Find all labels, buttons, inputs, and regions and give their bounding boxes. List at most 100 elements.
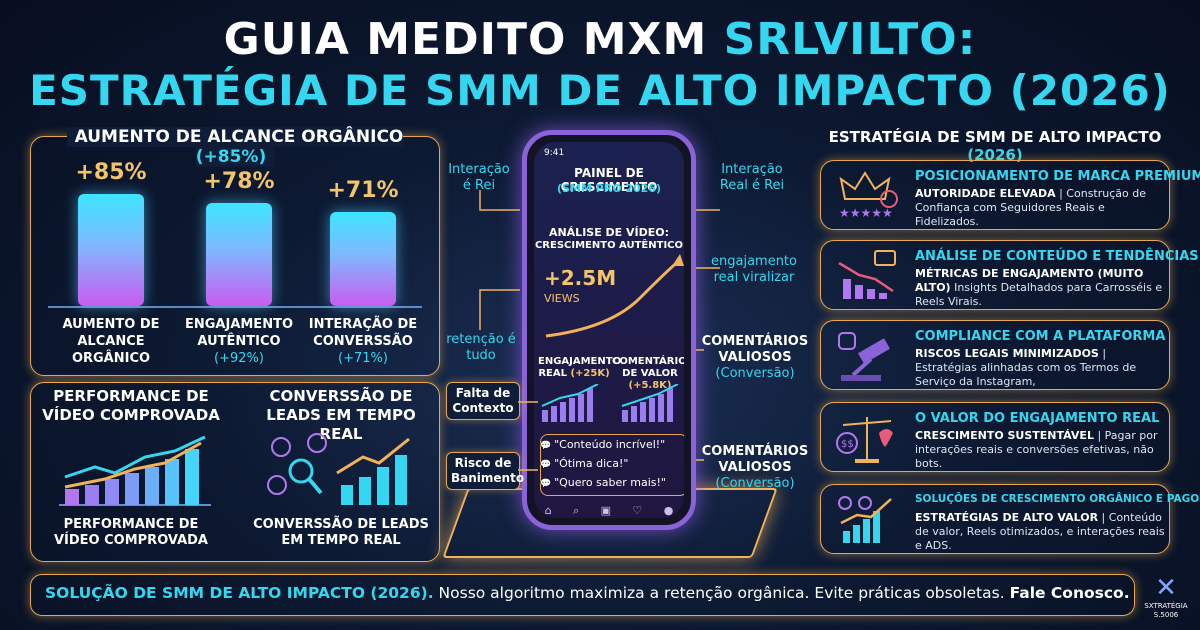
home-icon[interactable]: ⌂ [544, 504, 552, 517]
reach-bar-sub: (+71%) [338, 351, 388, 366]
right-column-heading: ESTRATÉGIA DE SMM DE ALTO IMPACTO (2026) [800, 128, 1190, 164]
phone-nav-bar: ⌂ ⌕ ▣ ♡ ● [534, 504, 684, 518]
annotation-comentarios-1: COMENTÁRIOS VALIOSOS (Conversão) [700, 334, 810, 382]
leads-network-icon [267, 433, 410, 505]
comment-item: 💬 "Conteúdo incrível!" [540, 438, 665, 451]
reach-bar-sub: (+92%) [214, 351, 264, 366]
title-accent-text: SRLVILTO: [723, 14, 977, 65]
reach-bar-label-text: INTERAÇÃO DE CONVERSSÃO [308, 317, 418, 349]
phone-section: ANÁLISE DE VÍDEO: [548, 226, 670, 239]
reach-bar-label-2: ENGAJAMENTO AUTÊNTICO (+92%) [174, 316, 304, 367]
card-title: ANÁLISE DE CONTEÚDO E TENDÊNCIAS [915, 249, 1199, 264]
metric2-label-text: COMENTÁRIOS DE VALOR [612, 356, 684, 379]
card-body-text: | Construção de Confiança com Seguidores… [915, 187, 1146, 228]
heart-icon[interactable]: ♡ [632, 504, 643, 517]
card-body: MÉTRICAS DE ENGAJAMENTO (MUITO ALTO) Ins… [915, 267, 1165, 309]
search-icon[interactable]: ⌕ [573, 504, 580, 517]
reach-bar-label-3: INTERAÇÃO DE CONVERSSÃO (+71%) [298, 316, 428, 367]
video-panel-footer: PERFORMANCE DE VÍDEO COMPROVADA [53, 517, 208, 548]
leads-panel-heading: CONVERSSÃO DE LEADS EM TEMPO REAL [266, 387, 416, 443]
comment-bubble-icon: 💬 [540, 479, 555, 489]
reach-panel-heading: AUMENTO DE ALCANCE ORGÂNICO (+85%) [31, 127, 439, 167]
phone-mockup: 9:41 PAINEL DE CRESCIMENTO (SMM PRO 2026… [522, 130, 696, 530]
metric1-value: (+25K) [570, 368, 610, 379]
strategy-card: COMPLIANCE COM A PLATAFORMA RISCOS LEGAIS… [820, 320, 1170, 390]
card-body-bold: RISCOS LEGAIS MINIMIZADOS [915, 347, 1099, 360]
trend-chart-icon [831, 249, 903, 303]
comentarios-2-title: COMENTÁRIOS VALIOSOS [701, 444, 809, 475]
reach-bar-label-1: AUMENTO DE ALCANCE ORGÂNICO [46, 316, 176, 367]
comment-text: "Conteúdo incrível!" [554, 438, 666, 451]
comment-item: 💬 "Ótima dica!" [540, 457, 628, 470]
reach-heading-text: AUMENTO DE ALCANCE ORGÂNICO [74, 127, 404, 147]
bar-baseline [48, 306, 422, 308]
reach-bar-2 [206, 203, 272, 306]
gavel-icon [831, 329, 903, 383]
footer-text: Nosso algoritmo maximiza a retenção orgâ… [433, 584, 1010, 602]
svg-text:★★★★★: ★★★★★ [839, 206, 893, 220]
card-body: CRESCIMENTO SUSTENTÁVEL | Pagar por inte… [915, 429, 1165, 471]
card-body-bold: ESTRATÉGIAS DE ALTO VALOR [915, 511, 1099, 524]
strategy-card: $$ O VALOR DO ENGAJAMENTO REAL CRESCIMENTO… [820, 402, 1170, 472]
reach-bar-label-text: ENGAJAMENTO AUTÊNTICO [184, 317, 293, 349]
phone-screen: 9:41 PAINEL DE CRESCIMENTO (SMM PRO 2026… [534, 142, 684, 518]
card-body-text: | Conteúdo de valor, Reels otimizados, e… [915, 511, 1165, 552]
card-body-bold: AUTORIDADE ELEVADA [915, 187, 1056, 200]
views-value: +2.5M [544, 266, 617, 290]
comentarios-1-title: COMENTÁRIOS VALIOSOS [701, 334, 809, 365]
page-title-line2: ESTRATÉGIA DE SMM DE ALTO IMPACTO (2026) [29, 66, 1171, 115]
annotation-falta-contexto: Falta de Contexto [446, 382, 520, 420]
video-panel-heading: PERFORMANCE DE VÍDEO COMPROVADA [42, 387, 220, 424]
card-title: O VALOR DO ENGAJAMENTO REAL [915, 411, 1160, 426]
phone-title: PAINEL DE CRESCIMENTO [560, 166, 658, 194]
metric2-value: (+5.8K) [628, 380, 672, 391]
profile-icon[interactable]: ● [663, 504, 674, 517]
brand-logo: ✕ SXTRATÉGIA S.5006 [1140, 574, 1192, 622]
comment-text: "Ótima dica!" [554, 457, 629, 470]
comment-bubble-icon: 💬 [540, 460, 555, 470]
reach-bar-value-2: +78% [203, 169, 275, 195]
strategy-card: ★★★★★ POSICIONAMENTO DE MARCA PREMIUM AUTO… [820, 160, 1200, 230]
reach-panel: AUMENTO DE ALCANCE ORGÂNICO (+85%) [30, 127, 440, 376]
scale-icon: $$ [831, 411, 903, 465]
metric-mini-bars [541, 384, 679, 422]
annotation-retencao: retenção é tudo [446, 332, 516, 363]
footer-banner: SOLUÇÃO DE SMM DE ALTO IMPACTO (2026). N… [30, 574, 1135, 616]
crown-stars-icon: ★★★★★ [831, 169, 903, 223]
right-heading-year: (2026) [967, 146, 1023, 164]
phone-time: 9:41 [544, 148, 565, 158]
reach-bar-label-text: AUMENTO DE ALCANCE ORGÂNICO [62, 317, 160, 366]
growth-people-icon [831, 493, 903, 547]
footer-accent: SOLUÇÃO DE SMM DE ALTO IMPACTO (2026). [45, 584, 434, 602]
annotation-interacao: Interação é Rei [448, 162, 510, 193]
phone-subtitle: (SMM PRO 2026) [556, 182, 662, 195]
metric2-label: COMENTÁRIOS DE VALOR (+5.8K) [612, 356, 684, 392]
page-title-line1: GUIA MEDITO MXM SRLVILTO: [0, 14, 1200, 65]
views-growth-curve [545, 254, 684, 338]
card-body-bold: CRESCIMENTO SUSTENTÁVEL [915, 429, 1094, 442]
leads-panel-footer: CONVERSSÃO DE LEADS EM TEMPO REAL [253, 517, 429, 548]
right-heading-text: ESTRATÉGIA DE SMM DE ALTO IMPACTO [828, 128, 1162, 146]
annotation-connectors-left [479, 190, 538, 471]
annotation-engajamento-real: engajamento real viralizar [711, 254, 797, 285]
reach-bar-1 [78, 194, 144, 306]
card-body-text: | Pagar por interações reais e conversõe… [915, 429, 1158, 470]
footer-cta[interactable]: Fale Conosco. [1009, 584, 1130, 602]
performance-panel: PERFORMANCE DE VÍDEO COMPROVADA CONVERSS… [30, 382, 440, 562]
card-title: POSICIONAMENTO DE MARCA PREMIUM [915, 169, 1200, 184]
annotation-connectors-right [696, 209, 720, 461]
metric1-label: ENGAJAMENTO REAL (+25K) [538, 356, 621, 380]
card-body: AUTORIDADE ELEVADA | Construção de Confi… [915, 187, 1165, 229]
card-body-text: | Estratégias alinhadas com os Termos de… [915, 347, 1137, 388]
card-title: COMPLIANCE COM A PLATAFORMA [915, 329, 1166, 344]
annotation-risco-banimento: Risco de Banimento [446, 452, 524, 490]
comentarios-1-sub: (Conversão) [715, 366, 795, 381]
comments-box [540, 434, 684, 496]
logo-line2: S.5006 [1153, 611, 1179, 619]
reach-bar-value-3: +71% [327, 178, 399, 204]
card-body: ESTRATÉGIAS DE ALTO VALOR | Conteúdo de … [915, 511, 1165, 553]
reels-icon[interactable]: ▣ [600, 504, 612, 517]
x-logo-icon: ✕ [1155, 573, 1177, 603]
annotation-interacao-real: Interação Real é Rei [719, 162, 785, 193]
title-white-text: GUIA MEDITO MXM [223, 14, 708, 65]
